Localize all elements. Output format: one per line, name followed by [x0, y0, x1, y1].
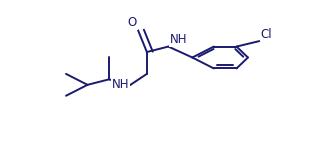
- Text: O: O: [127, 16, 137, 29]
- Text: NH: NH: [112, 78, 129, 91]
- Text: Cl: Cl: [260, 28, 272, 41]
- Text: NH: NH: [170, 33, 187, 46]
